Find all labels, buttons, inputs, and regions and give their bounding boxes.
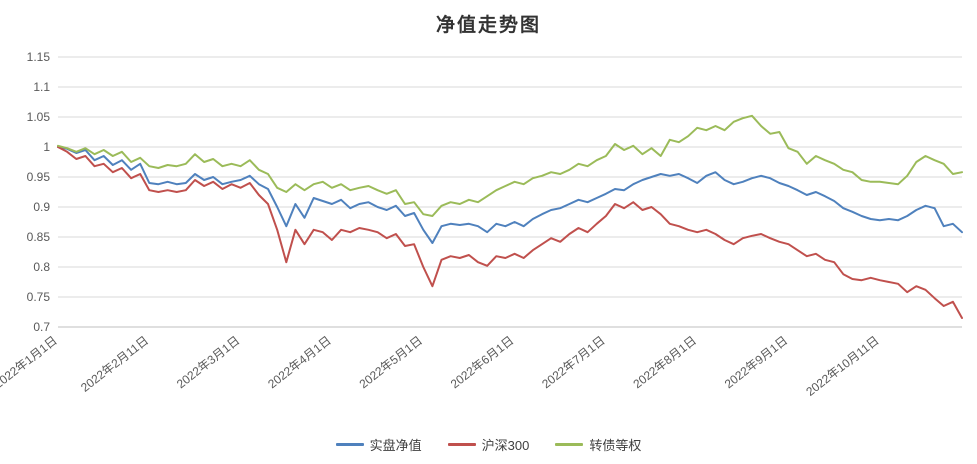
y-axis-tick-label: 0.75 (27, 290, 51, 304)
legend-item-shipanjingzhi[interactable]: 实盘净值 (335, 435, 422, 454)
legend-item-zhuanzhaidengquan[interactable]: 转债等权 (555, 435, 641, 454)
series-line-1 (57, 146, 963, 319)
x-axis-tick-label: 2022年4月1日 (265, 333, 334, 391)
y-axis-tick-label: 0.85 (27, 230, 51, 244)
legend-label: 转债等权 (589, 438, 642, 453)
chart-legend: 实盘净值 沪深300 转债等权 (0, 435, 977, 454)
chart-title: 净值走势图 (435, 15, 541, 36)
legend-label: 实盘净值 (369, 438, 422, 453)
y-axis-tick-label: 0.7 (33, 320, 50, 334)
series-line-2 (57, 114, 963, 217)
y-axis-tick-label: 0.8 (33, 260, 50, 274)
y-axis-tick-label: 0.95 (27, 170, 51, 184)
y-axis-tick-label: 1 (43, 140, 50, 154)
x-axis-tick-label: 2022年7月1日 (539, 333, 608, 391)
y-axis-tick-label: 0.9 (33, 200, 50, 214)
legend-label: 沪深300 (481, 438, 530, 453)
y-axis-tick-label: 1.15 (27, 50, 51, 64)
x-axis-tick-label: 2022年1月1日 (0, 333, 60, 391)
series-line-0 (57, 146, 963, 244)
x-axis-tick-label: 2022年10月11日 (803, 333, 881, 399)
x-axis-tick-label: 2022年8月1日 (630, 333, 699, 391)
legend-line-swatch-blue (335, 443, 364, 446)
x-axis-tick-label: 2022年9月1日 (722, 333, 791, 391)
y-axis-tick-label: 1.1 (33, 80, 50, 94)
legend-item-hushen300[interactable]: 沪深300 (447, 435, 530, 454)
x-axis-tick-label: 2022年6月1日 (448, 333, 517, 391)
legend-line-swatch-green (555, 443, 584, 446)
legend-line-swatch-red (447, 443, 476, 446)
x-axis-tick-label: 2022年3月1日 (174, 333, 243, 391)
y-axis-tick-label: 1.05 (27, 110, 51, 124)
x-axis-tick-label: 2022年5月1日 (357, 333, 426, 391)
x-axis-tick-label: 2022年2月11日 (78, 333, 151, 394)
